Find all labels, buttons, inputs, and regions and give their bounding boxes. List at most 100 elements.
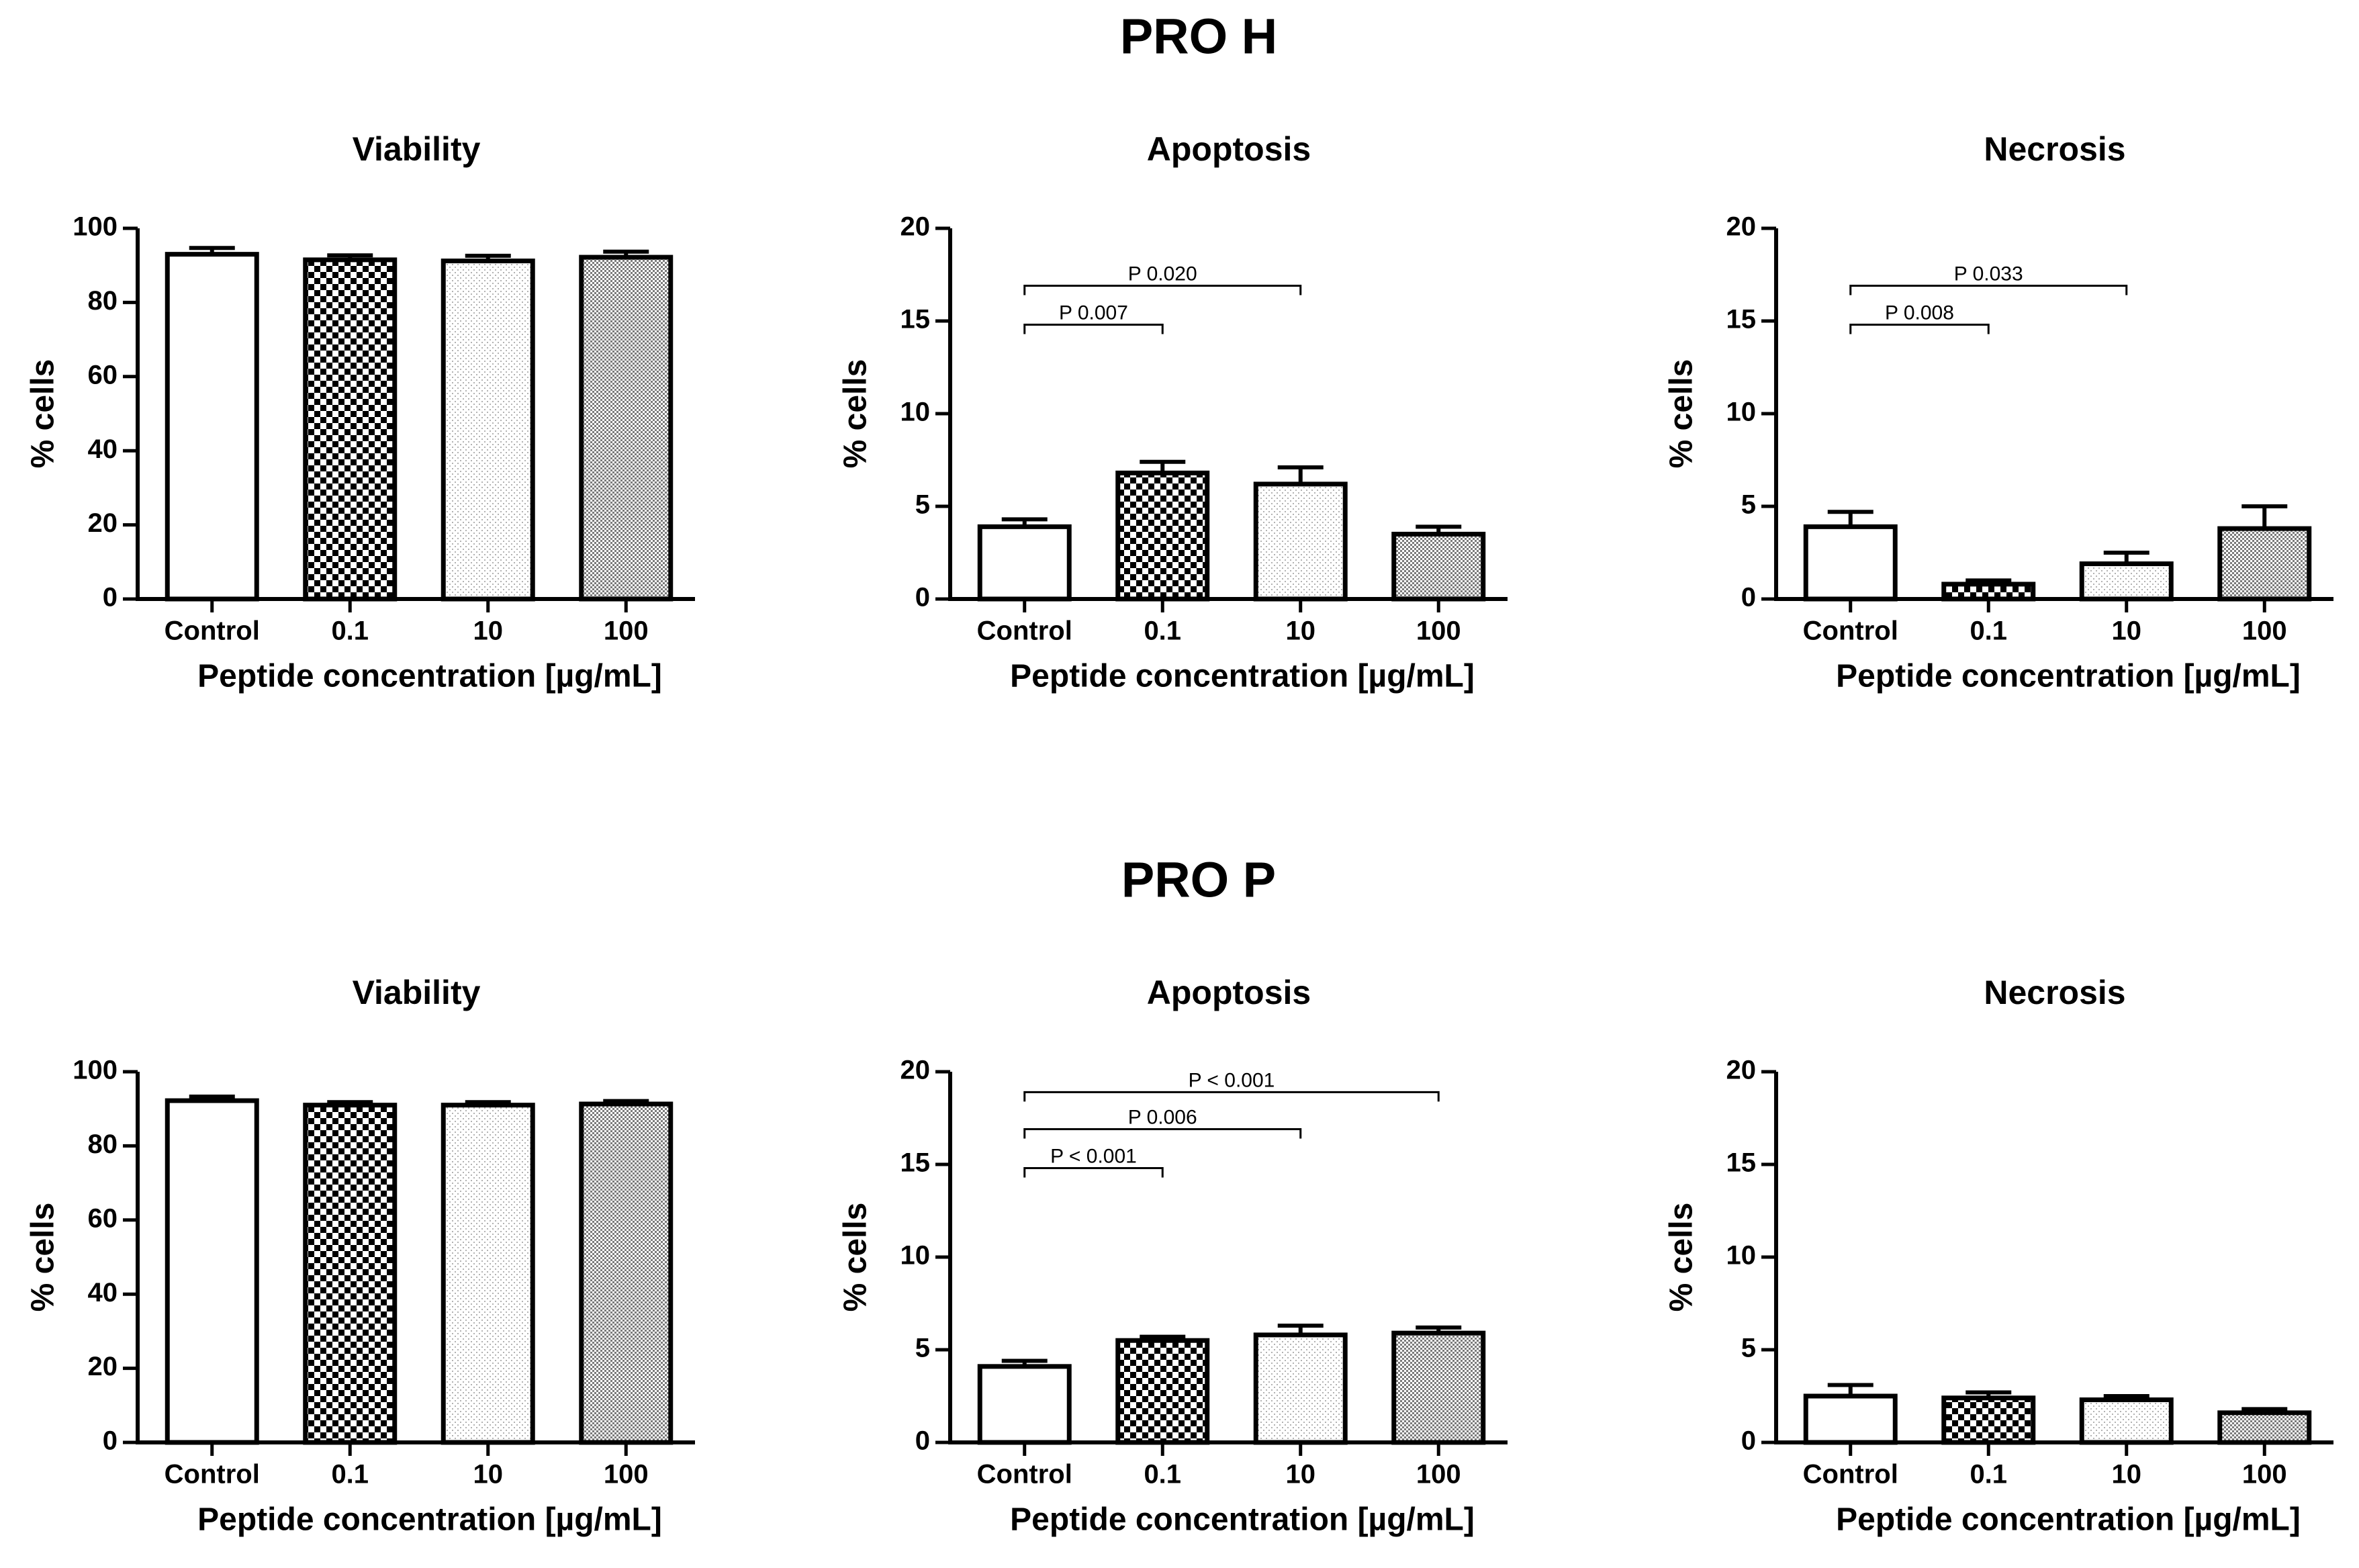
y-tick-label: 20 [900,1056,931,1085]
y-axis-label: % cells [1664,1203,1700,1312]
bar-control [165,1098,259,1445]
y-tick-label: 100 [73,1056,118,1085]
y-tick-label: 10 [900,1241,931,1271]
x-tick-label: Control [977,616,1072,646]
y-tick-label: 0 [915,1426,930,1456]
x-tick-label: 10 [2112,616,2142,646]
y-tick-label: 20 [1726,1056,1757,1085]
bar-10 [1253,481,1348,602]
x-axis-label: Peptide concentration [µg/mL] [1836,659,2301,694]
x-tick-label: 10 [1286,1460,1316,1489]
y-tick-label: 80 [88,286,118,316]
bar-control [977,524,1072,602]
x-tick-label: 100 [1416,1460,1461,1489]
bar-control [1803,524,1898,602]
panel-viability: Viability % cells Peptide concentration [µ… [26,130,695,694]
y-tick-label: 0 [1741,583,1756,612]
y-tick-label: 0 [103,583,118,612]
y-tick-label: 40 [88,434,118,464]
bar-100 [2217,526,2312,602]
y-tick-label: 10 [1726,398,1757,427]
x-tick-label: 10 [1286,616,1316,646]
panel-title: Necrosis [1984,130,2125,168]
y-tick-label: 10 [900,398,931,427]
bar-10 [441,259,535,602]
y-tick-label: 15 [1726,305,1757,334]
significance-label: P 0.033 [1954,263,2023,285]
x-tick-label: 100 [2242,616,2287,646]
bar-100 [1391,1330,1486,1445]
x-axis-label: Peptide concentration [µg/mL] [197,1502,662,1538]
panel-title: Apoptosis [1147,130,1311,168]
y-axis-label: % cells [26,359,61,469]
bar-control [1803,1393,1898,1445]
significance-label: P 0.020 [1128,263,1197,285]
y-tick-label: 0 [103,1426,118,1456]
y-tick-label: 15 [900,305,931,334]
significance-label: P < 0.001 [1189,1069,1275,1091]
group-title: PRO H [1120,9,1277,64]
significance-bracket [1023,1091,1440,1102]
significance-label: P 0.008 [1885,302,1954,324]
significance-bracket [1023,1128,1302,1139]
y-tick-label: 20 [88,1352,118,1381]
y-tick-label: 0 [1741,1426,1756,1456]
significance-bracket [1023,324,1164,334]
y-axis-label: % cells [26,1203,61,1312]
bar-10 [1253,1332,1348,1445]
y-tick-label: 10 [1726,1241,1757,1271]
bar-100 [2217,1410,2312,1445]
x-axis-label: Peptide concentration [µg/mL] [1836,1502,2301,1538]
x-tick-label: 0.1 [331,616,369,646]
bar-0-1 [1115,470,1210,602]
y-tick-label: 5 [915,1334,930,1363]
significance-bracket [1849,285,2128,295]
y-tick-label: 60 [88,1203,118,1233]
bar-control [977,1364,1072,1445]
y-tick-label: 15 [900,1148,931,1178]
y-tick-label: 5 [1741,1334,1756,1363]
y-tick-label: 80 [88,1129,118,1159]
significance-label: P < 0.001 [1050,1145,1137,1167]
significance-label: P 0.007 [1059,302,1128,324]
y-tick-label: 40 [88,1278,118,1307]
y-tick-label: 0 [915,583,930,612]
panel-necrosis: Necrosis % cells Peptide concentration [µg… [1664,130,2333,694]
x-tick-label: 0.1 [1144,1460,1181,1489]
panel-necrosis: Necrosis % cells Peptide concentration [µg… [1664,974,2333,1538]
y-axis-label: % cells [1664,359,1700,469]
x-axis-label: Peptide concentration [µg/mL] [197,659,662,694]
significance-bracket [1023,285,1302,295]
group-title: PRO P [1121,852,1276,908]
bar-100 [579,255,674,602]
x-tick-label: 100 [1416,616,1461,646]
panel-apoptosis: Apoptosis % cells Peptide concentration [µ… [838,974,1508,1538]
significance-label: P 0.006 [1128,1106,1197,1128]
x-tick-label: Control [165,616,260,646]
panel-title: Apoptosis [1147,974,1311,1011]
x-tick-label: 0.1 [1970,1460,2007,1489]
x-tick-label: 0.1 [1144,616,1181,646]
y-tick-label: 5 [915,490,930,520]
y-tick-label: 5 [1741,490,1756,520]
y-tick-label: 20 [1726,212,1757,242]
panel-title: Viability [353,974,481,1011]
x-tick-label: 0.1 [331,1460,369,1489]
bar-0-1 [1941,582,2036,602]
panel-title: Necrosis [1984,974,2125,1011]
x-tick-label: 0.1 [1970,616,2007,646]
bar-10 [2079,561,2174,602]
bar-0-1 [303,257,398,602]
significance-bracket [1023,1167,1164,1178]
x-tick-label: 10 [2112,1460,2142,1489]
panel-apoptosis: Apoptosis % cells Peptide concentration [µ… [838,130,1508,694]
y-tick-label: 15 [1726,1148,1757,1178]
y-tick-label: 100 [73,212,118,242]
bar-100 [579,1101,674,1445]
x-tick-label: Control [977,1460,1072,1489]
x-tick-label: 10 [473,616,504,646]
x-tick-label: Control [165,1460,260,1489]
bar-0-1 [1115,1338,1210,1445]
x-tick-label: Control [1803,616,1898,646]
